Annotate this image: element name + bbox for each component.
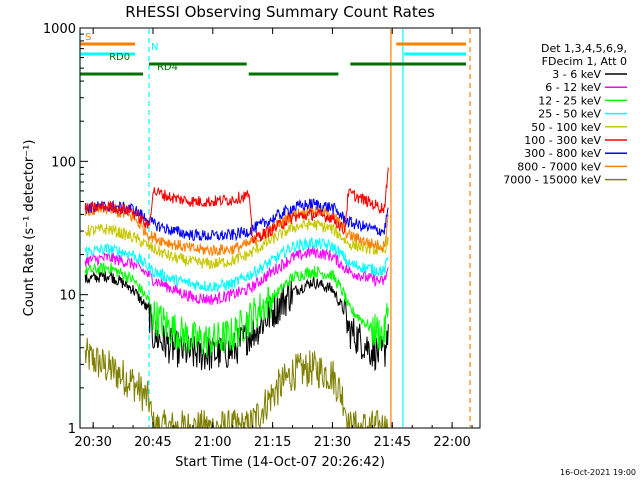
y-tick-label-3: 100: [51, 155, 76, 170]
annotation-rd4: RD4: [157, 62, 178, 73]
y-tick-label-1: 1: [68, 422, 76, 437]
series-line-25-50-kev: [84, 236, 389, 292]
legend-label-9: 7000 - 15000 keV: [503, 174, 601, 187]
x-tick-label-5: 21:30: [314, 435, 351, 450]
series-line-7000-15000-kev: [84, 337, 389, 430]
legend-label-3: 12 - 25 keV: [538, 94, 601, 107]
series-line-12-25-kev: [84, 262, 389, 358]
x-tick-label-6: 21:45: [374, 435, 411, 450]
legend-label-1: 3 - 6 keV: [552, 68, 601, 81]
legend-header-detectors: Det 1,3,4,5,6,9,: [541, 42, 627, 55]
series-line-6-12-kev: [84, 246, 389, 305]
y-axis: 1 10 100 1000: [43, 22, 88, 437]
x-axis-label: Start Time (14-Oct-07 20:26:42): [175, 455, 385, 470]
legend-label-2: 6 - 12 keV: [545, 81, 601, 94]
legend-label-4: 25 - 50 keV: [538, 108, 601, 121]
legend-label-6: 100 - 300 keV: [524, 134, 601, 147]
y-tick-label-4: 1000: [43, 22, 76, 37]
annotation-s: S: [85, 32, 91, 43]
y-axis-label: Count Rate (s⁻¹ detector⁻¹): [22, 140, 37, 317]
plot-area: S N RD0 RD4: [79, 29, 471, 430]
series-line-300-800-kev: [84, 198, 389, 242]
legend-header-decimation: FDecim 1, Att 0: [542, 55, 627, 68]
x-tick-label-3: 21:00: [194, 435, 231, 450]
generation-timestamp: 16-Oct-2021 19:00: [560, 468, 636, 477]
chart-title: RHESSI Observing Summary Count Rates: [125, 3, 435, 21]
y-tick-label-2: 10: [59, 289, 76, 304]
annotation-n: N: [151, 42, 158, 53]
x-axis: 20:30 20:45 21:00 21:15 21:30 21:45 22:00: [74, 28, 473, 450]
series-line-100-300-kev: [84, 167, 389, 244]
x-tick-label-2: 20:45: [134, 435, 171, 450]
annotation-rd0: RD0: [109, 52, 130, 63]
x-tick-label-4: 21:15: [254, 435, 291, 450]
x-tick-label-1: 20:30: [74, 435, 111, 450]
legend-label-8: 800 - 7000 keV: [517, 160, 601, 173]
series-line-3-6-kev: [84, 270, 389, 372]
series-line-800-7000-kev: [84, 203, 389, 257]
x-tick-label-7: 22:00: [433, 435, 470, 450]
plot-frame: [79, 27, 481, 429]
series-line-50-100-kev: [84, 218, 389, 270]
legend-label-5: 50 - 100 keV: [531, 121, 601, 134]
legend-label-7: 300 - 800 keV: [524, 147, 601, 160]
